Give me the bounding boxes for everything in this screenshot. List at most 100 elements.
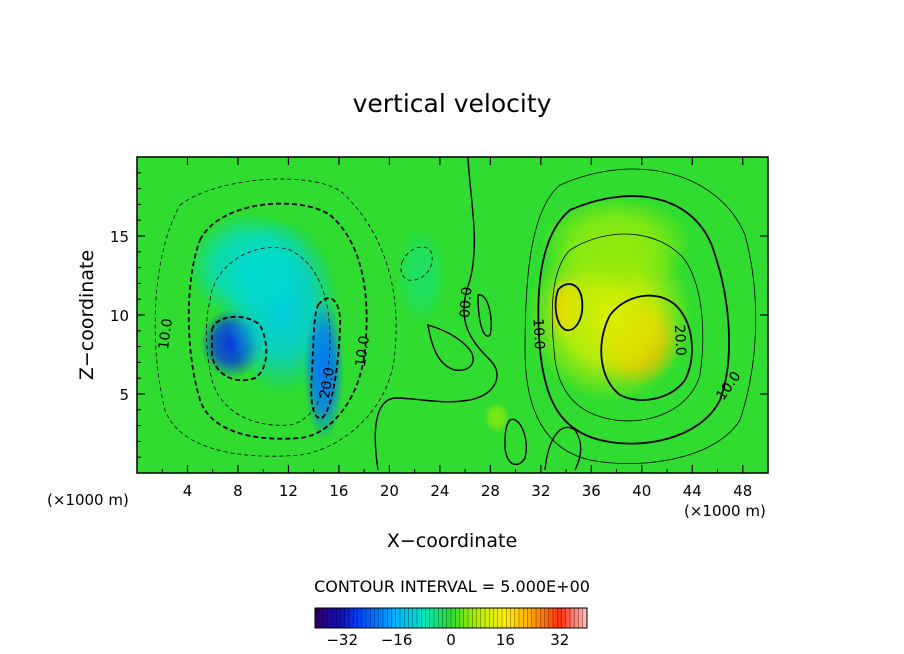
colorbar-segment bbox=[463, 607, 469, 629]
colorbar-segment bbox=[442, 607, 448, 629]
contour-label: 10.0 bbox=[156, 317, 176, 350]
colorbar bbox=[314, 607, 588, 629]
contour-line bbox=[554, 283, 584, 331]
colorbar-segment bbox=[319, 607, 324, 629]
x-axis: 4 8 12 16 20 24 28 32 36 40 44 48 bbox=[161, 157, 752, 500]
colorbar-segment bbox=[421, 607, 426, 629]
colorbar-segment bbox=[408, 607, 414, 629]
x-tick-label: 32 bbox=[531, 482, 550, 500]
colorbar-segment bbox=[544, 607, 550, 629]
colorbar-segment bbox=[404, 607, 409, 629]
contour-line bbox=[504, 418, 527, 466]
x-tick-label: 8 bbox=[233, 482, 243, 500]
colorbar-segment bbox=[548, 607, 554, 629]
x-tick-label: 40 bbox=[632, 482, 651, 500]
colorbar-segment bbox=[506, 607, 511, 629]
colorbar-segment bbox=[467, 607, 473, 629]
colorbar-segment bbox=[514, 607, 520, 629]
colorbar-segment bbox=[565, 607, 571, 629]
x-unit-left: (×1000 m) bbox=[47, 491, 129, 509]
x-tick-label: 44 bbox=[683, 482, 702, 500]
field-cell bbox=[395, 228, 447, 323]
y-tick-label: 10 bbox=[110, 307, 129, 325]
contour-line bbox=[310, 297, 342, 419]
contour-line bbox=[154, 178, 397, 457]
contour-line bbox=[374, 157, 498, 471]
colorbar-segment bbox=[327, 607, 333, 629]
colorbar-segment bbox=[540, 607, 545, 629]
colorbar-segment bbox=[489, 607, 494, 629]
colorbar-segment bbox=[336, 607, 341, 629]
contour-line bbox=[211, 315, 268, 382]
colorbar-segment bbox=[446, 607, 452, 629]
colorbar-segment bbox=[331, 607, 337, 629]
colorbar-segment bbox=[484, 607, 490, 629]
contour-line bbox=[206, 247, 331, 426]
colorbar-segment bbox=[493, 607, 499, 629]
contour-line bbox=[477, 294, 492, 337]
colorbar-segment bbox=[395, 607, 401, 629]
colorbar-ticks: −32 −16 0 16 32 bbox=[326, 631, 569, 649]
x-unit-right: (×1000 m) bbox=[684, 502, 766, 520]
x-tick-label: 4 bbox=[183, 482, 193, 500]
colorbar-segment bbox=[497, 607, 503, 629]
contour-label: 10.0 bbox=[353, 335, 373, 368]
colorbar-segment bbox=[348, 607, 354, 629]
colorbar-segment bbox=[353, 607, 358, 629]
colorbar-segment bbox=[374, 607, 380, 629]
colorbar-segment bbox=[472, 607, 477, 629]
colorbar-segment bbox=[323, 607, 329, 629]
contour-lines bbox=[154, 157, 757, 471]
colorbar-segment bbox=[561, 607, 567, 629]
colorbar-tick-label: −16 bbox=[381, 631, 413, 649]
contour-line bbox=[537, 195, 730, 445]
colorbar-segment bbox=[535, 607, 541, 629]
colorbar-segment bbox=[314, 607, 320, 629]
colorbar-segment bbox=[476, 607, 482, 629]
contour-interval-text: CONTOUR INTERVAL = 5.000E+00 bbox=[314, 577, 590, 596]
chart-title: vertical velocity bbox=[353, 89, 552, 118]
y-axis-label: Z−coordinate bbox=[76, 250, 98, 380]
colorbar-segment bbox=[433, 607, 439, 629]
x-tick-label: 24 bbox=[430, 482, 449, 500]
colorbar-segment bbox=[340, 607, 346, 629]
contour-label: 20.0 bbox=[317, 366, 338, 399]
colorbar-segment bbox=[387, 607, 392, 629]
x-tick-label: 48 bbox=[733, 482, 752, 500]
colorbar-segment bbox=[361, 607, 367, 629]
y-tick-label: 5 bbox=[119, 386, 129, 404]
field-cell bbox=[540, 196, 693, 292]
colorbar-segment bbox=[569, 607, 575, 629]
colorbar-segment bbox=[455, 607, 460, 629]
colorbar-segment bbox=[480, 607, 486, 629]
colorbar-segment bbox=[378, 607, 384, 629]
x-tick-label: 20 bbox=[380, 482, 399, 500]
field-cell bbox=[187, 212, 314, 323]
colorbar-segment bbox=[412, 607, 418, 629]
colorbar-segment bbox=[523, 607, 528, 629]
colorbar-segment bbox=[557, 607, 562, 629]
field-cell bbox=[303, 299, 344, 442]
colorbar-frame bbox=[314, 607, 588, 629]
x-tick-label: 12 bbox=[279, 482, 298, 500]
plot-area: 10.020.010.000.010.0 20.010.0 bbox=[137, 157, 768, 473]
x-tick-label: 16 bbox=[329, 482, 348, 500]
x-tick-label: 36 bbox=[582, 482, 601, 500]
colorbar-tick-label: 0 bbox=[446, 631, 456, 649]
colorbar-segment bbox=[527, 607, 533, 629]
colorbar-segment bbox=[510, 607, 516, 629]
colorbar-segment bbox=[416, 607, 422, 629]
colorbar-segment bbox=[459, 607, 465, 629]
contour-line bbox=[551, 233, 704, 422]
contour-line bbox=[427, 324, 474, 371]
y-axis: 5 10 15 bbox=[110, 172, 768, 458]
colorbar-tick-label: −32 bbox=[326, 631, 358, 649]
colorbar-segment bbox=[578, 607, 584, 629]
colorbar-tick-label: 32 bbox=[550, 631, 569, 649]
colorbar-segment bbox=[429, 607, 435, 629]
contour-label: 10.0 bbox=[530, 318, 548, 350]
field-cell bbox=[484, 401, 510, 434]
colorbar-segment bbox=[552, 607, 558, 629]
contour-label: 00.0 bbox=[457, 286, 475, 318]
